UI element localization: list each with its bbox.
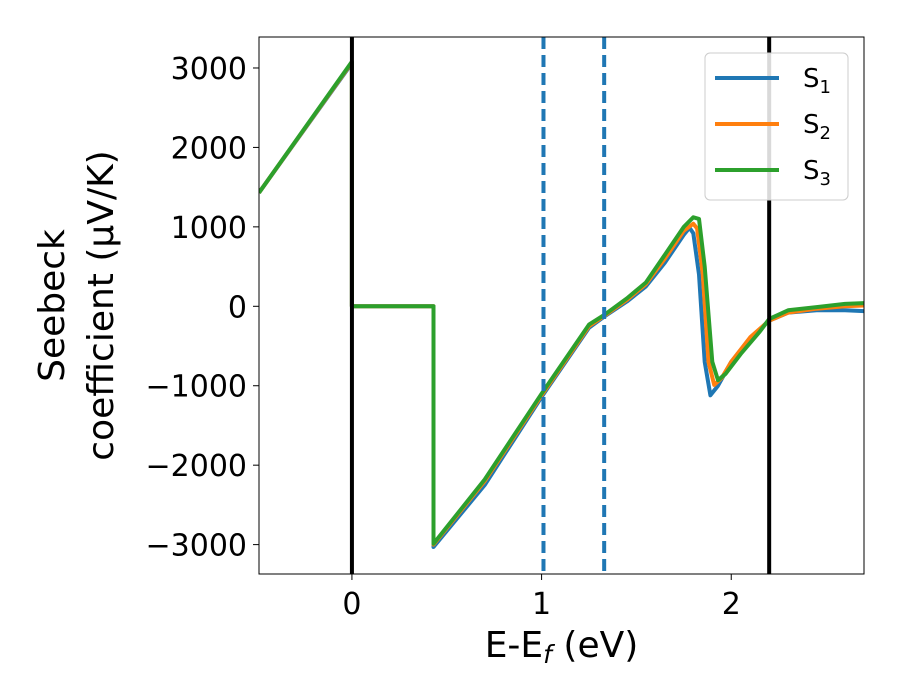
y-tick-label: 3000	[171, 52, 247, 87]
y-tick-label: −2000	[146, 449, 247, 484]
y-tick-label: −3000	[146, 529, 247, 564]
plot-frame	[258, 36, 865, 575]
legend-label-main: S	[803, 64, 820, 94]
y-axis-title-line2: coefficient (μV/K)	[81, 150, 122, 460]
legend-label-s1: S1	[803, 64, 831, 98]
y-tick-label: −1000	[146, 370, 247, 405]
legend-label-sub: 1	[820, 77, 831, 98]
y-tick-label: 1000	[171, 211, 247, 246]
legend-label-s2: S2	[803, 110, 831, 144]
y-axis-title-line1: Seebeck	[32, 229, 73, 382]
legend-label-s3: S3	[803, 156, 831, 190]
y-tick-label: 2000	[171, 131, 247, 166]
y-tick-label: 0	[228, 290, 247, 325]
x-axis-title-unit: (eV)	[552, 625, 638, 666]
x-axis-title: E-Ef (eV)	[485, 625, 639, 669]
legend-label-main: S	[803, 110, 820, 140]
legend-label-sub: 3	[820, 169, 831, 190]
legend-label-sub: 2	[820, 123, 831, 144]
legend-label-main: S	[803, 156, 820, 186]
x-tick-label: 0	[342, 587, 361, 622]
x-tick-label: 2	[722, 587, 741, 622]
axes: 0 1 2 −3000 −2000 −1000 0 1000 2000 3000 E-Ef (eV)…	[32, 36, 865, 669]
x-axis-title-main: E-E	[485, 625, 543, 666]
legend-box	[704, 52, 849, 201]
x-tick-label: 1	[532, 587, 551, 622]
